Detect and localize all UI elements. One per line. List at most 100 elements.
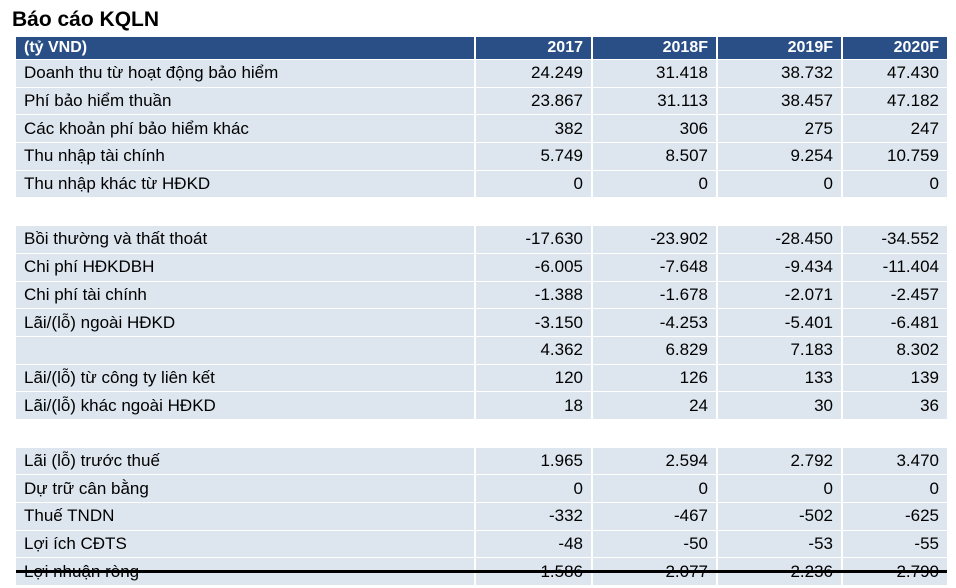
- table-row: Lợi nhuận ròng 1.586 2.077 2.236 2.790: [16, 557, 947, 586]
- row-value: 9.254: [716, 142, 842, 171]
- row-value: -1.388: [474, 280, 592, 309]
- row-value: 36: [841, 391, 947, 420]
- row-value: 18: [474, 391, 592, 420]
- row-value: -53: [716, 529, 842, 558]
- row-value: 5.749: [474, 142, 592, 171]
- row-value: 8.302: [841, 335, 947, 365]
- row-label: Các khoản phí bảo hiểm khác: [16, 114, 475, 143]
- header-year: 2020F: [841, 37, 947, 60]
- row-label: Chi phí HĐKDBH: [16, 252, 475, 281]
- row-value: -7.648: [591, 252, 717, 281]
- row-label: Lợi ích CĐTS: [16, 529, 475, 558]
- table-row: Lãi/(lỗ) khác ngoài HĐKD 18 24 30 36: [16, 391, 947, 420]
- row-value: 0: [591, 474, 717, 503]
- row-value: 382: [474, 114, 592, 143]
- row-value: [591, 197, 717, 226]
- row-value: 126: [591, 363, 717, 392]
- row-label: Lãi/(lỗ) từ công ty liên kết: [16, 363, 475, 392]
- row-label: Bồi thường và thất thoát: [16, 225, 475, 254]
- table-row: Lãi/(lỗ) từ công ty liên kết 120 126 133 139: [16, 363, 947, 392]
- row-label: [16, 197, 475, 226]
- header-year: 2019F: [716, 37, 842, 60]
- table-row: Lãi/(lỗ) ngoài HĐKD -3.150 -4.253 -5.401 -6.…: [16, 308, 947, 337]
- row-value: 10.759: [841, 142, 947, 171]
- table-row: Bồi thường và thất thoát -17.630 -23.902 -2…: [16, 225, 947, 254]
- header-unit: (tỷ VND): [16, 37, 475, 60]
- income-statement-table: (tỷ VND) 2017 2018F 2019F 2020F Doanh th…: [16, 37, 947, 586]
- row-value: 2.792: [716, 446, 842, 475]
- table-row: Doanh thu từ hoạt động bảo hiểm 24.249 31.…: [16, 59, 947, 88]
- row-value: -23.902: [591, 225, 717, 254]
- row-label: Phí bảo hiểm thuần: [16, 86, 475, 115]
- spacer-row: [16, 418, 947, 448]
- table-row: Các khoản phí bảo hiểm khác 382 306 275 247: [16, 114, 947, 143]
- spacer-row: [16, 197, 947, 226]
- row-value: 38.732: [716, 59, 842, 88]
- row-value: -5.401: [716, 308, 842, 337]
- row-value: -48: [474, 529, 592, 558]
- row-value: 23.867: [474, 86, 592, 115]
- table-row: Chi phí tài chính -1.388 -1.678 -2.071 -2.45…: [16, 280, 947, 309]
- row-label: [16, 418, 475, 448]
- row-label: Dự trữ cân bằng: [16, 474, 475, 503]
- row-value: 133: [716, 363, 842, 392]
- table-row: Lợi ích CĐTS -48 -50 -53 -55: [16, 529, 947, 558]
- row-value: 275: [716, 114, 842, 143]
- row-value: 7.183: [716, 335, 842, 365]
- row-value: -2.457: [841, 280, 947, 309]
- row-value: 30: [716, 391, 842, 420]
- row-value: 1.965: [474, 446, 592, 475]
- row-value: [716, 418, 842, 448]
- row-value: 8.507: [591, 142, 717, 171]
- row-value: 0: [716, 169, 842, 198]
- row-value: [841, 197, 947, 226]
- row-value: -50: [591, 529, 717, 558]
- row-value: -467: [591, 502, 717, 531]
- row-value: 4.362: [474, 335, 592, 365]
- row-label: Lãi/(lỗ) khác ngoài HĐKD: [16, 391, 475, 420]
- row-value: [841, 418, 947, 448]
- row-label: Doanh thu từ hoạt động bảo hiểm: [16, 59, 475, 88]
- row-label: Thu nhập tài chính: [16, 142, 475, 171]
- table-row: Thuế TNDN -332 -467 -502 -625: [16, 502, 947, 531]
- row-value: [716, 197, 842, 226]
- row-value: -6.005: [474, 252, 592, 281]
- row-value: 120: [474, 363, 592, 392]
- row-value: -34.552: [841, 225, 947, 254]
- row-value: 24: [591, 391, 717, 420]
- row-value: 31.418: [591, 59, 717, 88]
- table-row: 4.362 6.829 7.183 8.302: [16, 335, 947, 365]
- row-value: 0: [841, 169, 947, 198]
- table-row: Chi phí HĐKDBH -6.005 -7.648 -9.434 -11.404: [16, 252, 947, 281]
- table-bottom-rule: [16, 570, 947, 573]
- row-value: 139: [841, 363, 947, 392]
- row-value: -2.071: [716, 280, 842, 309]
- row-label: [16, 335, 475, 365]
- table-row: Dự trữ cân bằng 0 0 0 0: [16, 474, 947, 503]
- table-header-row: (tỷ VND) 2017 2018F 2019F 2020F: [16, 37, 947, 60]
- row-label: Lãi/(lỗ) ngoài HĐKD: [16, 308, 475, 337]
- row-label: Chi phí tài chính: [16, 280, 475, 309]
- row-value: 306: [591, 114, 717, 143]
- row-value: -3.150: [474, 308, 592, 337]
- row-value: 24.249: [474, 59, 592, 88]
- row-value: 2.594: [591, 446, 717, 475]
- row-value: 6.829: [591, 335, 717, 365]
- row-value: -1.678: [591, 280, 717, 309]
- row-value: 47.182: [841, 86, 947, 115]
- row-value: -4.253: [591, 308, 717, 337]
- row-value: 0: [474, 169, 592, 198]
- row-value: 0: [474, 474, 592, 503]
- row-value: 47.430: [841, 59, 947, 88]
- row-value: -332: [474, 502, 592, 531]
- row-label: Thuế TNDN: [16, 502, 475, 531]
- row-value: [474, 418, 592, 448]
- row-value: -17.630: [474, 225, 592, 254]
- row-value: -9.434: [716, 252, 842, 281]
- row-value: -55: [841, 529, 947, 558]
- table-row: Thu nhập khác từ HĐKD 0 0 0 0: [16, 169, 947, 198]
- report-title: Báo cáo KQLN: [12, 8, 160, 31]
- row-value: 0: [841, 474, 947, 503]
- header-year: 2018F: [591, 37, 717, 60]
- row-value: -11.404: [841, 252, 947, 281]
